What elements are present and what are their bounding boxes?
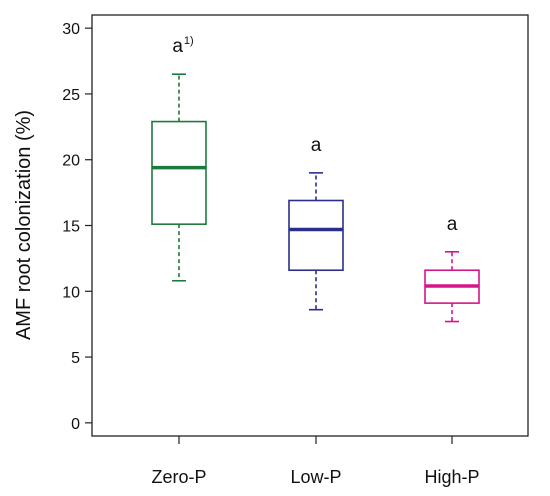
y-tick-label: 30 [62, 21, 80, 38]
y-tick-label: 25 [62, 87, 80, 104]
y-tick-label: 0 [71, 416, 80, 433]
y-axis-label: AMF root colonization (%) [13, 110, 35, 340]
x-tick-label: High-P [424, 467, 479, 487]
y-tick-label: 10 [62, 284, 80, 301]
y-tick-label: 15 [62, 219, 80, 236]
footnote-superscript: 1) [184, 35, 194, 47]
x-axis: Zero-P Low-P High-P [151, 436, 480, 487]
box-high-p: a [424, 214, 480, 323]
significance-letter: a1) [172, 35, 193, 57]
y-tick-label: 20 [62, 153, 80, 170]
x-tick-label: Zero-P [151, 467, 206, 487]
x-tick-label: Low-P [290, 467, 341, 487]
y-tick-label: 5 [71, 350, 80, 367]
box-series: a1) a a [151, 35, 480, 323]
significance-letter: a [311, 135, 322, 156]
iqr-box [288, 199, 344, 272]
iqr-box [151, 120, 207, 225]
y-axis: 0 5 10 15 20 25 30 [62, 21, 92, 433]
box-zero-p: a1) [151, 35, 207, 282]
significance-letter: a [447, 214, 458, 235]
box-low-p: a [288, 135, 344, 311]
